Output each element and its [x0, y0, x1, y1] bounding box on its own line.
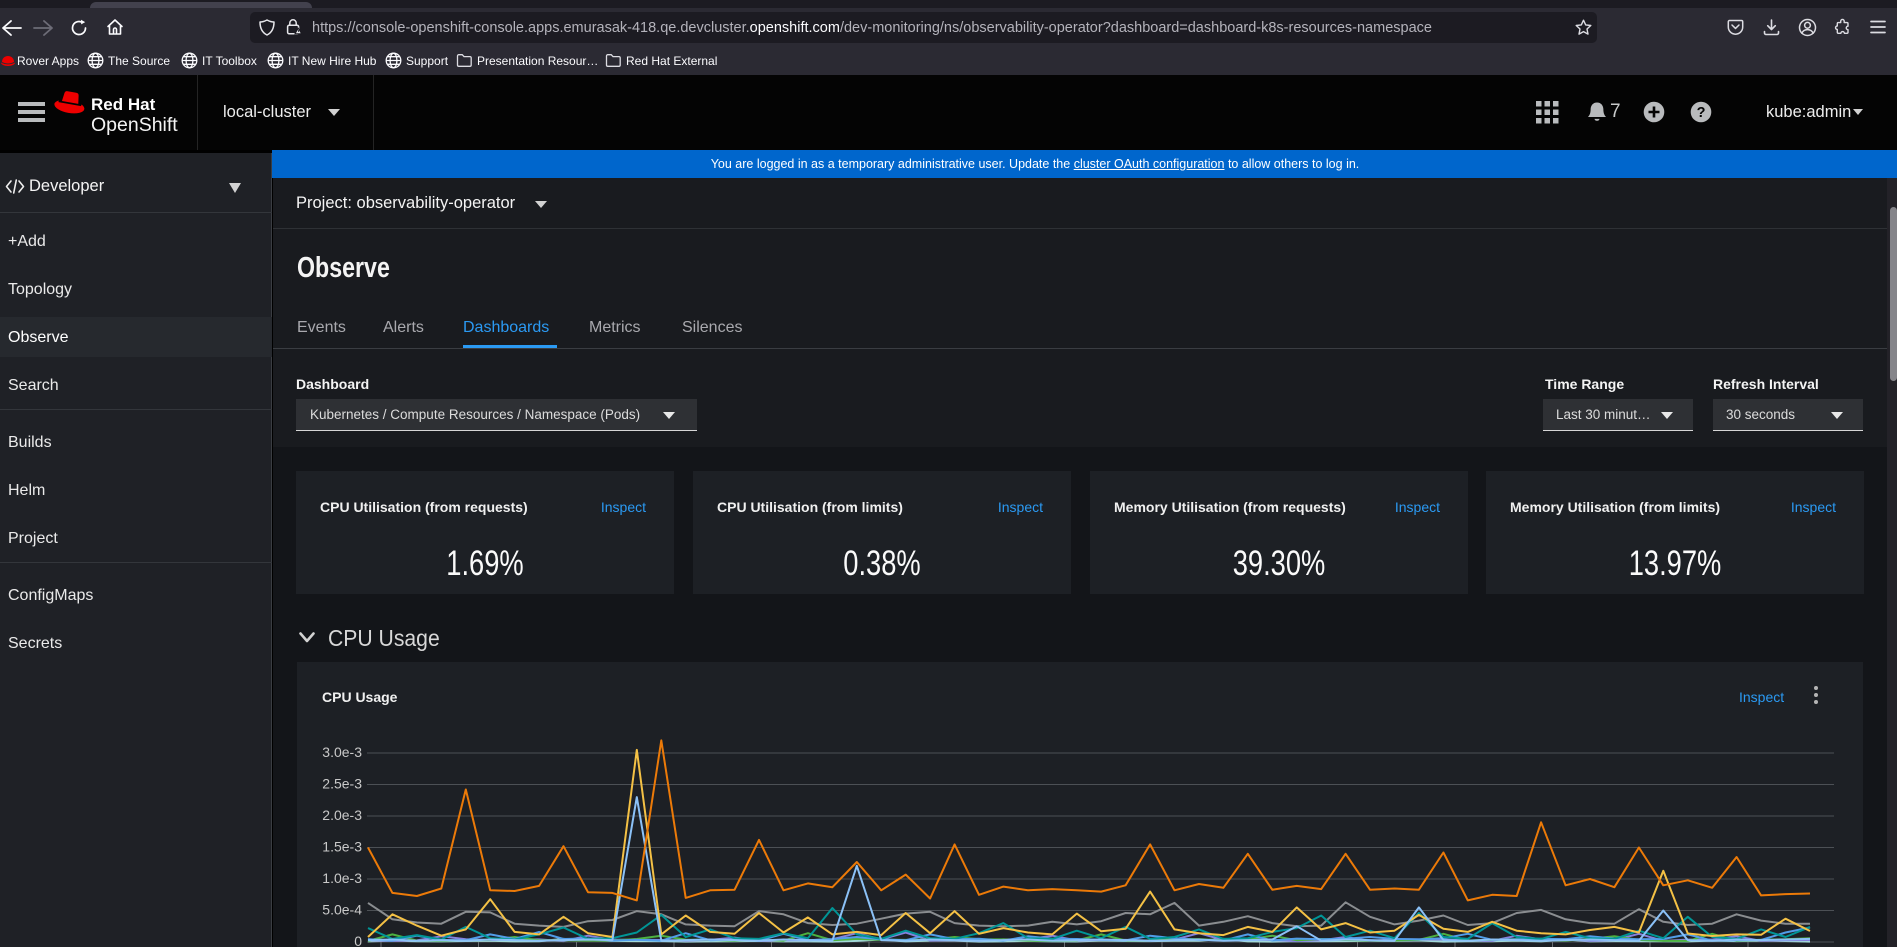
svg-text:2.5e-3: 2.5e-3	[322, 776, 362, 792]
svg-text:1.0e-3: 1.0e-3	[322, 870, 362, 886]
svg-text:2.0e-3: 2.0e-3	[322, 807, 362, 823]
svg-text:?: ?	[1697, 105, 1706, 121]
svg-text:5.0e-4: 5.0e-4	[322, 902, 362, 918]
svg-text:0: 0	[354, 933, 362, 947]
svg-text:3.0e-3: 3.0e-3	[322, 744, 362, 760]
svg-text:1.5e-3: 1.5e-3	[322, 839, 362, 855]
